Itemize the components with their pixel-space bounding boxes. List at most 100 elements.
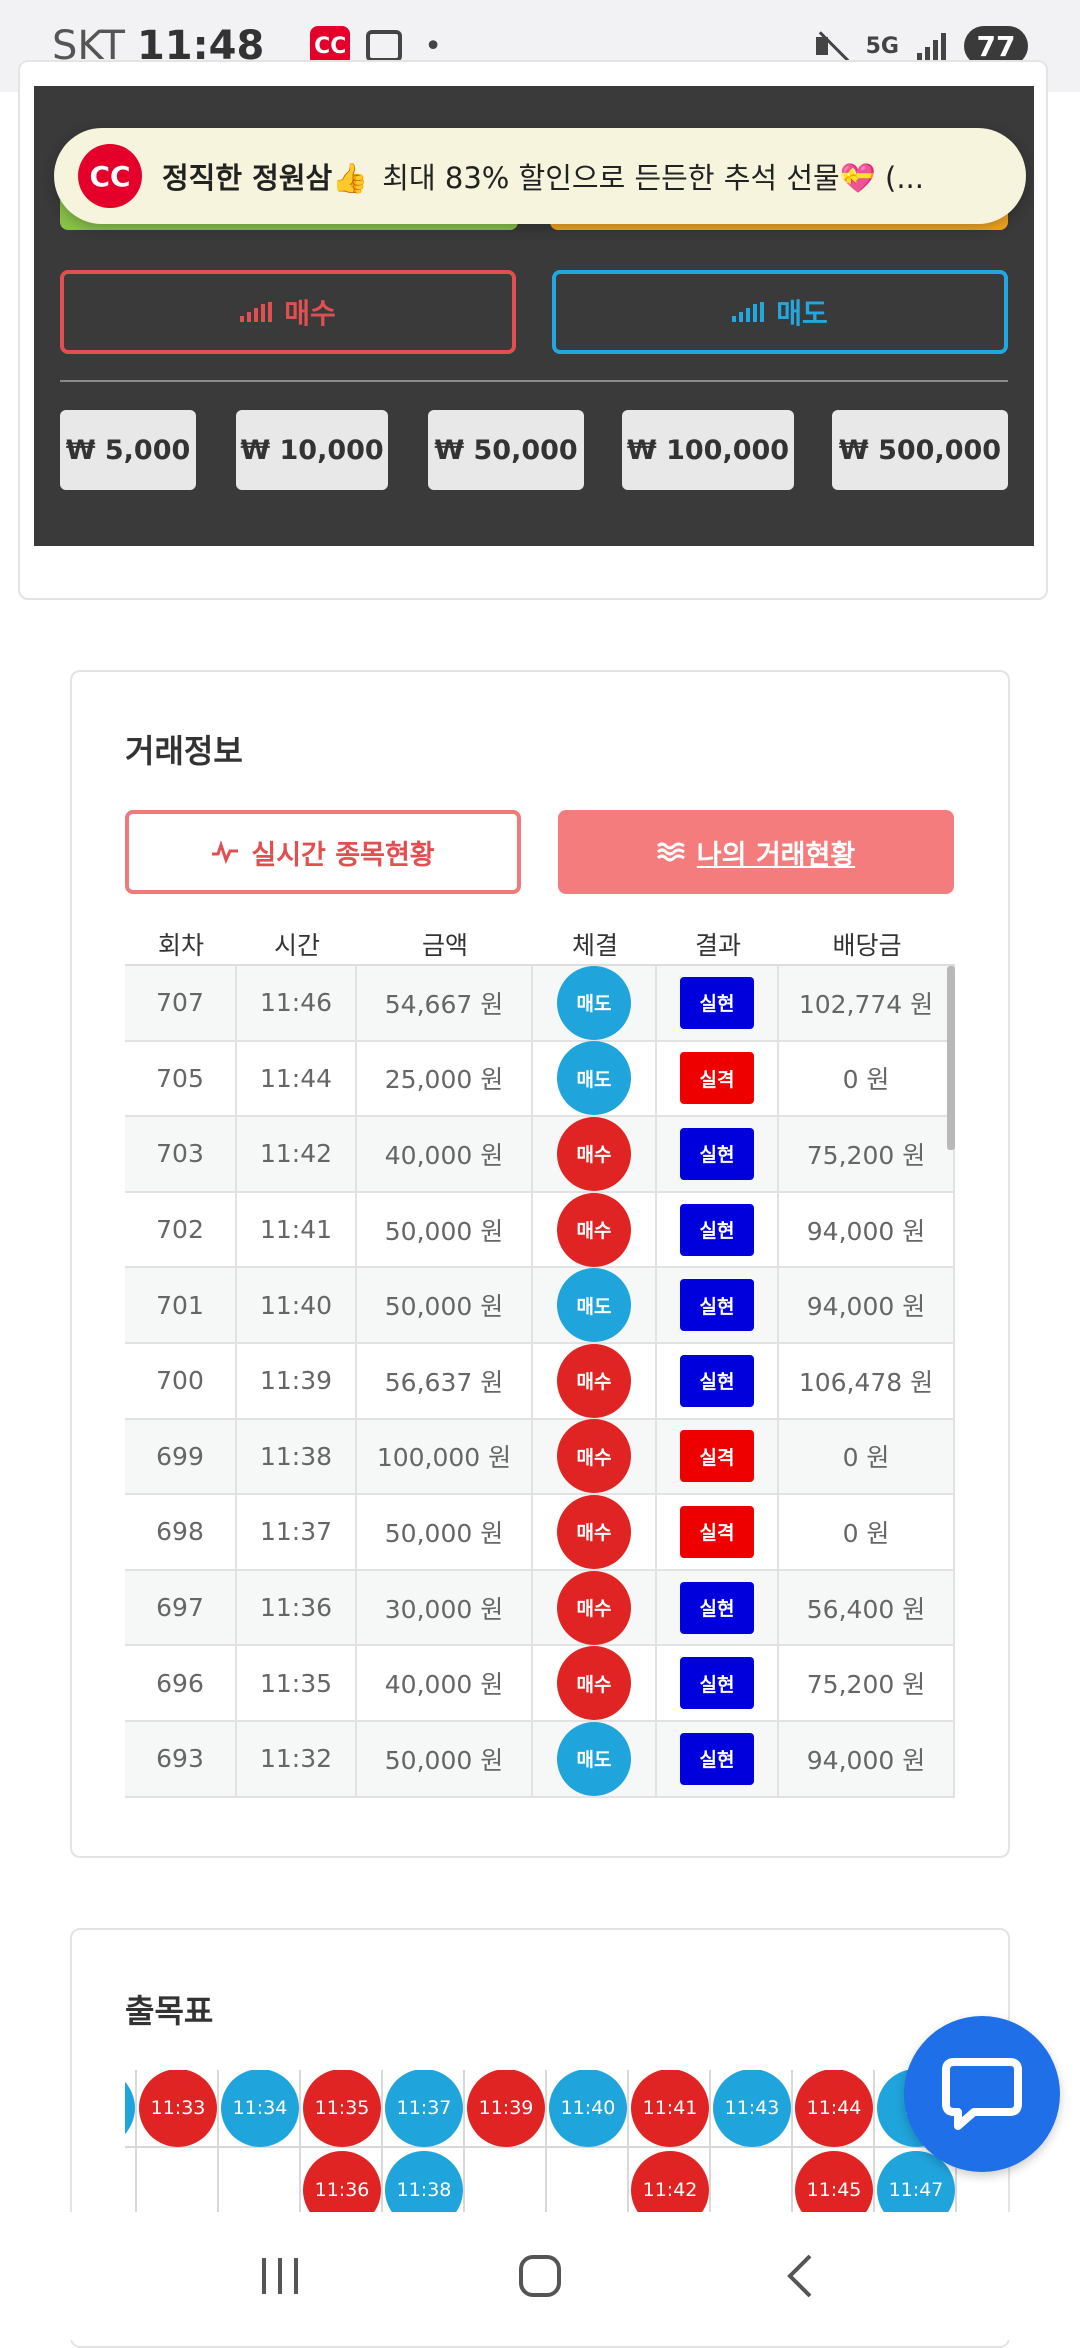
board-sell-marker: 11:37	[385, 2070, 463, 2147]
board-column	[219, 2070, 301, 2214]
side-pill: 매수	[557, 1419, 631, 1494]
board-sell-marker: 11:34	[221, 2070, 299, 2147]
cell-side: 매도	[533, 1268, 657, 1343]
sell-button[interactable]: 매도	[552, 270, 1008, 354]
cell-payout: 106,478 원	[779, 1343, 955, 1418]
cell-amount: 25,000 원	[357, 1041, 533, 1116]
board-column	[383, 2070, 465, 2214]
image-notification-icon	[366, 30, 403, 62]
board-sell-marker	[125, 2070, 135, 2147]
board-buy-marker: 11:45	[795, 2151, 873, 2214]
cell-time: 11:40	[237, 1268, 357, 1342]
board-column	[137, 2070, 219, 2214]
cell-amount: 50,000 원	[357, 1495, 533, 1569]
amount-button-10000[interactable]: ₩ 10,000	[236, 410, 388, 490]
home-button[interactable]	[500, 2236, 580, 2316]
chat-button[interactable]	[904, 2016, 1060, 2172]
recent-apps-button[interactable]	[240, 2236, 320, 2316]
signal-icon	[917, 31, 946, 61]
cell-time: 11:38	[237, 1419, 357, 1494]
results-board-title: 출목표	[125, 1992, 214, 2030]
cell-amount: 50,000 원	[357, 1268, 533, 1342]
cell-round: 697	[125, 1570, 237, 1645]
cell-payout: 0 원	[779, 1419, 955, 1494]
side-pill: 매도	[557, 1268, 631, 1343]
mute-icon	[814, 29, 848, 63]
cell-result: 실현	[657, 1721, 779, 1796]
more-notifications-dot: •	[424, 28, 442, 64]
cell-round: 698	[125, 1495, 237, 1569]
cell-round: 700	[125, 1343, 237, 1418]
sell-button-label: 매도	[776, 297, 828, 330]
col-payout: 배당금	[832, 931, 902, 960]
tab-my-trades[interactable]: 나의 거래현황	[558, 810, 954, 894]
back-button[interactable]	[760, 2236, 840, 2316]
table-row: 693 11:32 50,000 원 매도 실현 94,000 원	[125, 1721, 955, 1798]
results-board[interactable]: 11:33 11:34 11:35 11:36 11:37 11:38 11:39 11:40…	[125, 2070, 1005, 2214]
col-amount: 금액	[421, 931, 468, 960]
notification-toast[interactable]: CC 정직한 정원삼👍 최대 83% 할인으로 든든한 추석 선물💝 (...	[54, 128, 1026, 224]
cell-side: 매수	[533, 1646, 657, 1721]
cell-payout: 75,200 원	[779, 1117, 955, 1191]
cell-amount: 54,667 원	[357, 966, 533, 1040]
cell-round: 702	[125, 1192, 237, 1267]
cell-result: 실격	[657, 1495, 779, 1569]
result-badge: 실현	[680, 1732, 754, 1785]
cell-side: 매도	[533, 1721, 657, 1796]
tab-live-status[interactable]: 실시간 종목현황	[125, 810, 521, 894]
table-row: 700 11:39 56,637 원 매수 실현 106,478 원	[125, 1343, 955, 1420]
signal-bars-icon	[240, 302, 273, 322]
cell-amount: 40,000 원	[357, 1117, 533, 1191]
result-badge: 실현	[680, 1127, 754, 1180]
table-row: 697 11:36 30,000 원 매수 실현 56,400 원	[125, 1570, 955, 1647]
side-pill: 매수	[557, 1494, 631, 1569]
notification-title: 정직한 정원삼👍	[162, 161, 369, 195]
cell-side: 매수	[533, 1192, 657, 1267]
board-column	[629, 2070, 711, 2214]
cell-round: 707	[125, 966, 237, 1040]
cell-payout: 75,200 원	[779, 1646, 955, 1720]
amount-button-500000[interactable]: ₩ 500,000	[832, 410, 1008, 490]
app-notification-icon: CC	[310, 26, 351, 66]
navigation-bar	[0, 2212, 1080, 2340]
col-side: 체결	[571, 931, 618, 960]
board-sell-marker: 11:43	[713, 2070, 791, 2147]
amount-button-50000[interactable]: ₩ 50,000	[428, 410, 584, 490]
amount-button-5000[interactable]: ₩ 5,000	[60, 410, 196, 490]
cell-time: 11:44	[237, 1041, 357, 1116]
board-buy-marker: 11:44	[795, 2070, 873, 2147]
cell-payout: 94,000 원	[779, 1192, 955, 1267]
cell-payout: 94,000 원	[779, 1721, 955, 1796]
network-type: 5G	[865, 33, 899, 59]
board-buy-marker: 11:35	[303, 2070, 381, 2147]
cell-payout: 102,774 원	[779, 966, 955, 1040]
board-buy-marker: 11:41	[631, 2070, 709, 2147]
result-badge: 실격	[680, 1052, 754, 1105]
trade-table[interactable]: 707 11:46 54,667 원 매도 실현 102,774 원 705 11:44 25,…	[125, 964, 955, 1804]
cell-side: 매도	[533, 1041, 657, 1116]
table-scrollbar[interactable]	[947, 966, 955, 1150]
cell-round: 705	[125, 1041, 237, 1116]
notification-text: 최대 83% 할인으로 든든한 추석 선물💝 (...	[382, 161, 924, 195]
back-icon	[787, 2254, 812, 2298]
board-column	[465, 2070, 547, 2214]
cell-time: 11:35	[237, 1646, 357, 1720]
cell-payout: 94,000 원	[779, 1268, 955, 1342]
cell-time: 11:42	[237, 1117, 357, 1191]
side-pill: 매수	[557, 1570, 631, 1645]
signal-bars-icon	[732, 302, 765, 322]
side-pill: 매수	[557, 1343, 631, 1418]
cell-side: 매수	[533, 1570, 657, 1645]
recent-apps-icon	[262, 2258, 298, 2294]
amount-button-100000[interactable]: ₩ 100,000	[622, 410, 794, 490]
table-row: 705 11:44 25,000 원 매도 실격 0 원	[125, 1041, 955, 1118]
cell-round: 701	[125, 1268, 237, 1342]
cell-round: 696	[125, 1646, 237, 1720]
cell-result: 실격	[657, 1419, 779, 1494]
buy-button[interactable]: 매수	[60, 270, 516, 354]
cell-side: 매도	[533, 966, 657, 1040]
side-pill: 매수	[557, 1116, 631, 1191]
board-buy-marker: 11:36	[303, 2151, 381, 2214]
cell-time: 11:39	[237, 1343, 357, 1418]
cell-payout: 0 원	[779, 1041, 955, 1116]
